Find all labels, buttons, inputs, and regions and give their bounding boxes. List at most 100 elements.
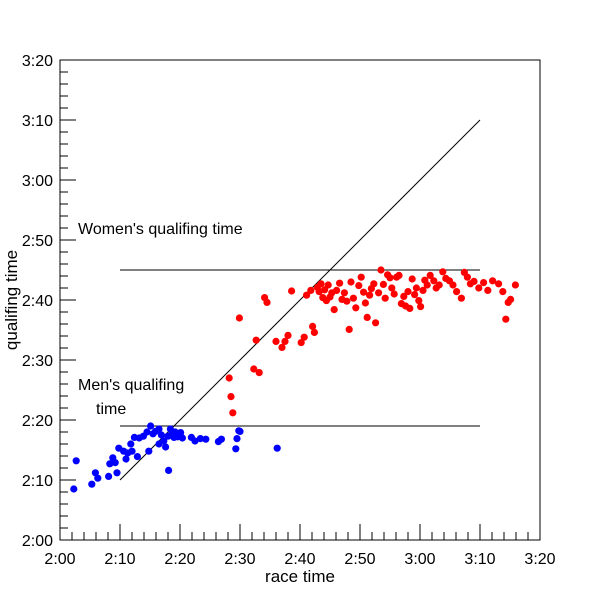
blue-point — [178, 434, 186, 442]
red-point — [439, 268, 447, 276]
blue-point — [232, 445, 240, 453]
blue-point — [202, 435, 210, 443]
x-tick-label: 2:20 — [164, 551, 195, 568]
y-axis-tick-labels: 2:00 2:10 2:20 2:30 2:40 2:50 3:00 3:10 3:20 — [22, 53, 53, 550]
blue-point — [147, 422, 155, 430]
red-point — [449, 281, 457, 289]
red-point — [419, 286, 427, 294]
blue-point — [233, 435, 241, 443]
y-tick-label: 2:20 — [22, 413, 53, 430]
red-point — [489, 277, 497, 285]
x-tick-label: 3:20 — [524, 551, 555, 568]
red-point — [250, 365, 258, 373]
red-point — [278, 343, 286, 351]
red-point — [435, 281, 443, 289]
red-point — [303, 291, 311, 299]
red-point — [363, 313, 371, 321]
red-point — [475, 284, 483, 292]
red-point — [417, 303, 425, 311]
red-point — [375, 289, 383, 297]
x-tick-label: 3:00 — [404, 551, 435, 568]
y-tick-label: 3:10 — [22, 113, 53, 130]
y-axis-label: qualifing time — [2, 250, 21, 350]
blue-point — [88, 480, 96, 488]
x-axis-ticks — [59, 524, 541, 540]
blue-point — [157, 431, 165, 439]
red-point — [470, 277, 478, 285]
annotation-text: Men's qualifing — [78, 377, 184, 394]
red-point — [502, 315, 510, 323]
blue-point — [91, 469, 99, 477]
red-point — [457, 294, 465, 302]
blue-point — [127, 440, 135, 448]
red-point — [317, 280, 325, 288]
red-point — [229, 409, 237, 417]
blue-point — [122, 455, 130, 463]
x-tick-label: 2:00 — [44, 551, 75, 568]
y-tick-label: 2:50 — [22, 233, 53, 250]
red-point — [227, 393, 235, 401]
red-point — [352, 304, 360, 312]
red-point — [361, 299, 369, 307]
red-point — [404, 288, 412, 296]
blue-point — [143, 428, 151, 436]
red-point — [309, 322, 317, 330]
blue-point — [128, 447, 136, 455]
red-point — [255, 369, 263, 377]
red-point — [366, 291, 374, 299]
blue-point — [113, 469, 121, 477]
red-point — [281, 337, 289, 345]
y-tick-label: 2:00 — [22, 533, 53, 550]
red-point — [355, 282, 363, 290]
red-point — [307, 286, 315, 294]
red-point — [379, 280, 387, 288]
red-point — [390, 290, 398, 298]
red-point — [345, 325, 353, 333]
blue-point — [217, 435, 225, 443]
red-point — [388, 284, 396, 292]
red-point — [272, 337, 280, 345]
blue-point — [162, 443, 170, 451]
red-point — [495, 280, 503, 288]
y-axis-ticks — [60, 59, 76, 541]
y-tick-label: 3:20 — [22, 53, 53, 70]
blue-point — [273, 444, 281, 452]
red-point — [408, 275, 416, 283]
blue-point — [133, 453, 141, 461]
red-point — [377, 266, 385, 274]
blue-point — [196, 435, 204, 443]
red-point — [300, 333, 308, 341]
red-point — [343, 297, 351, 305]
blue-point — [106, 460, 114, 468]
red-point — [511, 281, 519, 289]
red-point — [484, 286, 492, 294]
red-point — [330, 306, 338, 314]
blue-point — [94, 474, 102, 482]
blue-point — [160, 437, 168, 445]
red-point — [426, 271, 434, 279]
red-point — [400, 292, 408, 300]
y-tick-label: 2:30 — [22, 353, 53, 370]
red-point — [252, 336, 260, 344]
blue-point — [70, 485, 78, 493]
red-point — [263, 298, 271, 306]
blue-point — [236, 427, 244, 435]
red-point — [310, 328, 318, 336]
blue-point — [72, 457, 80, 465]
red-point — [463, 273, 471, 281]
red-point — [235, 314, 243, 322]
red-point — [340, 289, 348, 297]
red-point — [357, 273, 365, 281]
annotations: Women's qualifing time Men's qualifing tim… — [78, 221, 243, 418]
red-point — [347, 278, 355, 286]
red-point — [315, 288, 323, 296]
red-point — [225, 374, 233, 382]
blue-point — [165, 466, 173, 474]
reference-lines — [119, 119, 481, 481]
red-point — [406, 304, 414, 312]
red-point — [415, 297, 423, 305]
x-axis-label: race time — [265, 567, 335, 586]
x-tick-label: 2:30 — [224, 551, 255, 568]
